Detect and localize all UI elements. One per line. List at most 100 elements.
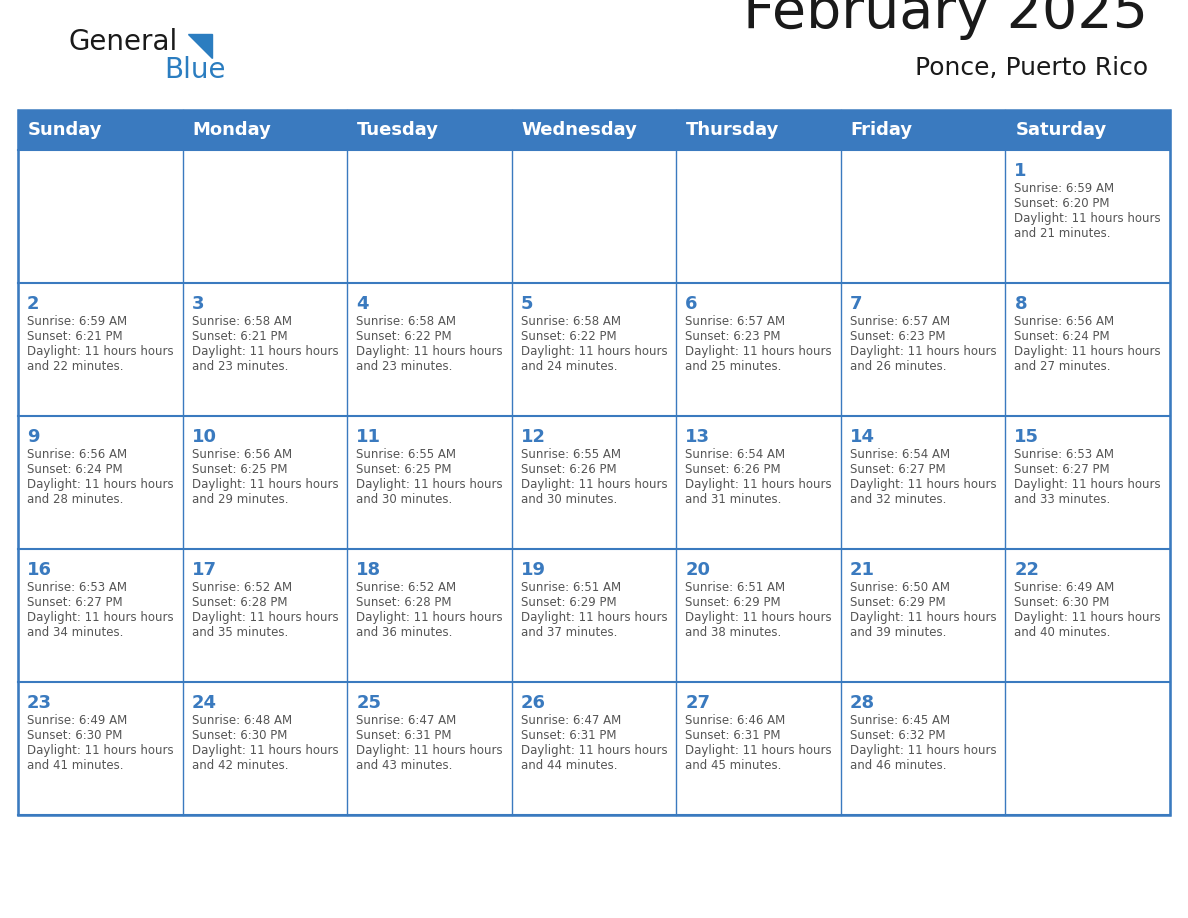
Text: Sunset: 6:31 PM: Sunset: 6:31 PM xyxy=(685,729,781,742)
Text: and 44 minutes.: and 44 minutes. xyxy=(520,759,618,772)
Text: and 29 minutes.: and 29 minutes. xyxy=(191,493,287,506)
Bar xyxy=(18,110,1170,150)
Text: and 21 minutes.: and 21 minutes. xyxy=(1015,227,1111,240)
Text: 8: 8 xyxy=(1015,295,1028,313)
Text: 24: 24 xyxy=(191,694,216,712)
Text: and 27 minutes.: and 27 minutes. xyxy=(1015,360,1111,373)
Text: Sunrise: 6:58 AM: Sunrise: 6:58 AM xyxy=(356,315,456,328)
Text: Daylight: 11 hours hours: Daylight: 11 hours hours xyxy=(849,478,997,491)
Text: Sunset: 6:31 PM: Sunset: 6:31 PM xyxy=(520,729,617,742)
Text: and 24 minutes.: and 24 minutes. xyxy=(520,360,618,373)
Text: Sunrise: 6:55 AM: Sunrise: 6:55 AM xyxy=(356,448,456,461)
Text: Daylight: 11 hours hours: Daylight: 11 hours hours xyxy=(1015,611,1161,624)
Text: Daylight: 11 hours hours: Daylight: 11 hours hours xyxy=(685,611,832,624)
Text: Blue: Blue xyxy=(164,56,226,84)
Text: 5: 5 xyxy=(520,295,533,313)
Text: Daylight: 11 hours hours: Daylight: 11 hours hours xyxy=(849,611,997,624)
Text: and 36 minutes.: and 36 minutes. xyxy=(356,626,453,639)
Polygon shape xyxy=(188,34,211,58)
Text: Sunset: 6:23 PM: Sunset: 6:23 PM xyxy=(685,330,781,343)
Text: Sunrise: 6:53 AM: Sunrise: 6:53 AM xyxy=(27,581,127,594)
Text: 16: 16 xyxy=(27,561,52,579)
Text: Sunrise: 6:51 AM: Sunrise: 6:51 AM xyxy=(520,581,621,594)
Text: Daylight: 11 hours hours: Daylight: 11 hours hours xyxy=(685,744,832,757)
Text: Daylight: 11 hours hours: Daylight: 11 hours hours xyxy=(27,345,173,358)
Text: Ponce, Puerto Rico: Ponce, Puerto Rico xyxy=(915,56,1148,80)
Text: Sunset: 6:26 PM: Sunset: 6:26 PM xyxy=(520,463,617,476)
Text: General: General xyxy=(68,28,177,56)
Text: Sunrise: 6:52 AM: Sunrise: 6:52 AM xyxy=(191,581,292,594)
Text: Sunrise: 6:56 AM: Sunrise: 6:56 AM xyxy=(191,448,292,461)
Text: 22: 22 xyxy=(1015,561,1040,579)
Text: 2: 2 xyxy=(27,295,39,313)
Text: and 46 minutes.: and 46 minutes. xyxy=(849,759,947,772)
Text: 26: 26 xyxy=(520,694,545,712)
Text: Sunset: 6:27 PM: Sunset: 6:27 PM xyxy=(849,463,946,476)
Text: Sunset: 6:30 PM: Sunset: 6:30 PM xyxy=(191,729,287,742)
Text: Daylight: 11 hours hours: Daylight: 11 hours hours xyxy=(27,611,173,624)
Text: Sunset: 6:27 PM: Sunset: 6:27 PM xyxy=(27,596,122,609)
Bar xyxy=(347,150,512,283)
Bar xyxy=(18,150,183,283)
Text: Daylight: 11 hours hours: Daylight: 11 hours hours xyxy=(191,744,339,757)
Text: and 33 minutes.: and 33 minutes. xyxy=(1015,493,1111,506)
Text: Sunset: 6:25 PM: Sunset: 6:25 PM xyxy=(191,463,287,476)
Text: Daylight: 11 hours hours: Daylight: 11 hours hours xyxy=(27,478,173,491)
Text: Daylight: 11 hours hours: Daylight: 11 hours hours xyxy=(356,611,503,624)
Text: Daylight: 11 hours hours: Daylight: 11 hours hours xyxy=(685,345,832,358)
Text: Sunrise: 6:59 AM: Sunrise: 6:59 AM xyxy=(1015,182,1114,195)
Text: Sunset: 6:21 PM: Sunset: 6:21 PM xyxy=(27,330,122,343)
Text: Daylight: 11 hours hours: Daylight: 11 hours hours xyxy=(1015,345,1161,358)
Text: 17: 17 xyxy=(191,561,216,579)
Bar xyxy=(18,150,1170,283)
Bar xyxy=(18,682,1170,815)
Text: Sunset: 6:22 PM: Sunset: 6:22 PM xyxy=(356,330,451,343)
Bar xyxy=(18,549,1170,682)
Text: Daylight: 11 hours hours: Daylight: 11 hours hours xyxy=(849,345,997,358)
Text: Sunrise: 6:52 AM: Sunrise: 6:52 AM xyxy=(356,581,456,594)
Bar xyxy=(841,150,1005,283)
Text: Daylight: 11 hours hours: Daylight: 11 hours hours xyxy=(520,478,668,491)
Text: Sunrise: 6:57 AM: Sunrise: 6:57 AM xyxy=(849,315,950,328)
Text: and 34 minutes.: and 34 minutes. xyxy=(27,626,124,639)
Text: Wednesday: Wednesday xyxy=(522,121,638,139)
Text: Sunrise: 6:53 AM: Sunrise: 6:53 AM xyxy=(1015,448,1114,461)
Text: Sunset: 6:28 PM: Sunset: 6:28 PM xyxy=(191,596,287,609)
Text: Daylight: 11 hours hours: Daylight: 11 hours hours xyxy=(520,611,668,624)
Text: and 39 minutes.: and 39 minutes. xyxy=(849,626,946,639)
Text: Daylight: 11 hours hours: Daylight: 11 hours hours xyxy=(191,345,339,358)
Text: and 45 minutes.: and 45 minutes. xyxy=(685,759,782,772)
Text: Sunrise: 6:59 AM: Sunrise: 6:59 AM xyxy=(27,315,127,328)
Text: Sunrise: 6:54 AM: Sunrise: 6:54 AM xyxy=(685,448,785,461)
Text: Sunrise: 6:55 AM: Sunrise: 6:55 AM xyxy=(520,448,620,461)
Text: Sunset: 6:29 PM: Sunset: 6:29 PM xyxy=(849,596,946,609)
Text: 20: 20 xyxy=(685,561,710,579)
Text: 18: 18 xyxy=(356,561,381,579)
Text: Sunset: 6:24 PM: Sunset: 6:24 PM xyxy=(27,463,122,476)
Text: 3: 3 xyxy=(191,295,204,313)
Text: Sunset: 6:30 PM: Sunset: 6:30 PM xyxy=(1015,596,1110,609)
Text: Sunrise: 6:45 AM: Sunrise: 6:45 AM xyxy=(849,714,950,727)
Text: Sunrise: 6:47 AM: Sunrise: 6:47 AM xyxy=(520,714,621,727)
Text: Sunrise: 6:57 AM: Sunrise: 6:57 AM xyxy=(685,315,785,328)
Text: and 40 minutes.: and 40 minutes. xyxy=(1015,626,1111,639)
Text: Sunrise: 6:48 AM: Sunrise: 6:48 AM xyxy=(191,714,292,727)
Text: 21: 21 xyxy=(849,561,874,579)
Text: Sunset: 6:30 PM: Sunset: 6:30 PM xyxy=(27,729,122,742)
Text: Tuesday: Tuesday xyxy=(358,121,440,139)
Text: Sunrise: 6:47 AM: Sunrise: 6:47 AM xyxy=(356,714,456,727)
Text: and 28 minutes.: and 28 minutes. xyxy=(27,493,124,506)
Text: Sunrise: 6:54 AM: Sunrise: 6:54 AM xyxy=(849,448,950,461)
Text: Sunrise: 6:49 AM: Sunrise: 6:49 AM xyxy=(27,714,127,727)
Text: 28: 28 xyxy=(849,694,876,712)
Text: Sunset: 6:29 PM: Sunset: 6:29 PM xyxy=(520,596,617,609)
Text: 13: 13 xyxy=(685,428,710,446)
Text: and 35 minutes.: and 35 minutes. xyxy=(191,626,287,639)
Text: 15: 15 xyxy=(1015,428,1040,446)
Text: Sunday: Sunday xyxy=(29,121,102,139)
Text: Daylight: 11 hours hours: Daylight: 11 hours hours xyxy=(191,611,339,624)
Text: Sunrise: 6:56 AM: Sunrise: 6:56 AM xyxy=(27,448,127,461)
Text: 1: 1 xyxy=(1015,162,1026,180)
Bar xyxy=(18,283,1170,416)
Text: and 30 minutes.: and 30 minutes. xyxy=(520,493,617,506)
